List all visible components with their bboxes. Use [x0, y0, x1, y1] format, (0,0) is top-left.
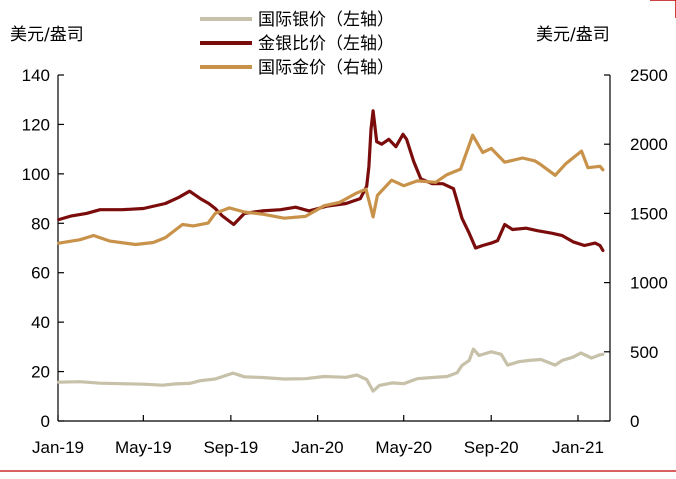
x-tick-label: May-20	[375, 438, 432, 457]
legend: 国际银价（左轴） 金银比价（左轴） 国际金价（右轴）	[200, 10, 394, 78]
x-ticks: Jan-19 May-19 Sep-19 Jan-20 May-20 Sep-20 Jan-…	[32, 415, 604, 457]
left-tick-label: 40	[31, 313, 50, 332]
x-tick-label: May-19	[115, 438, 172, 457]
left-tick-label: 20	[31, 363, 50, 382]
x-tick-label: Sep-19	[203, 438, 258, 457]
right-tick-label: 2000	[630, 135, 668, 154]
left-tick-label: 100	[22, 165, 50, 184]
left-unit-label: 美元/盎司	[10, 25, 84, 45]
right-unit-label: 美元/盎司	[536, 25, 610, 45]
right-tick-label: 1000	[630, 274, 668, 293]
right-tick-label: 1500	[630, 204, 668, 223]
right-tick-label: 500	[630, 343, 658, 362]
corner-mark	[650, 0, 676, 18]
legend-label-silver: 国际银价（左轴）	[258, 10, 394, 30]
silver-price-line	[57, 347, 605, 393]
x-tick-label: Jan-20	[292, 438, 344, 457]
x-tick-label: Jan-21	[552, 438, 604, 457]
left-tick-label: 140	[22, 66, 50, 85]
left-tick-label: 60	[31, 264, 50, 283]
gold-silver-ratio-line	[57, 109, 605, 253]
left-tick-label: 0	[41, 412, 50, 431]
gold-price-line	[57, 133, 605, 247]
left-tick-label: 80	[31, 214, 50, 233]
x-tick-label: Jan-19	[32, 438, 84, 457]
legend-label-gold: 国际金价（右轴）	[258, 58, 394, 78]
legend-label-ratio: 金银比价（左轴）	[258, 34, 394, 54]
left-tick-label: 120	[22, 115, 50, 134]
x-tick-label: Sep-20	[464, 438, 519, 457]
right-tick-label: 2500	[630, 66, 668, 85]
right-y-ticks: 0 500 1000 1500 2000 2500	[604, 66, 668, 431]
right-tick-label: 0	[630, 412, 639, 431]
series-layer	[57, 109, 605, 393]
left-y-ticks: 0 20 40 60 80 100 120 140	[22, 66, 64, 431]
